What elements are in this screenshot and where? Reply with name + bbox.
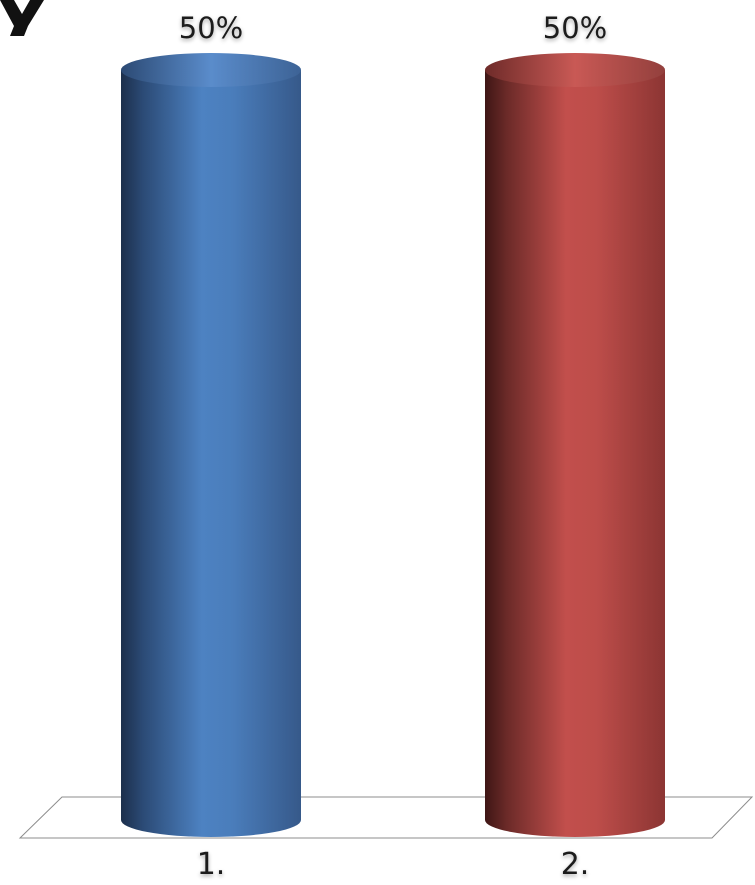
category-label-2: 2. bbox=[561, 847, 590, 881]
clipped-title-fragment bbox=[0, 0, 60, 36]
bar-top-1 bbox=[121, 53, 301, 87]
title-fragment-glyph bbox=[0, 0, 44, 36]
bar-body-2 bbox=[485, 70, 665, 837]
bar-1 bbox=[121, 53, 301, 837]
data-label-1: 50% bbox=[179, 11, 243, 45]
category-label-1: 1. bbox=[197, 847, 226, 881]
data-label-2: 50% bbox=[543, 11, 607, 45]
bar-2 bbox=[485, 53, 665, 837]
ticks-layer: 1. 2. bbox=[197, 847, 590, 882]
labels-layer: 50% 50% bbox=[179, 11, 607, 45]
bar-top-2 bbox=[485, 53, 665, 87]
bars-layer bbox=[121, 53, 665, 837]
bar-body-1 bbox=[121, 70, 301, 837]
